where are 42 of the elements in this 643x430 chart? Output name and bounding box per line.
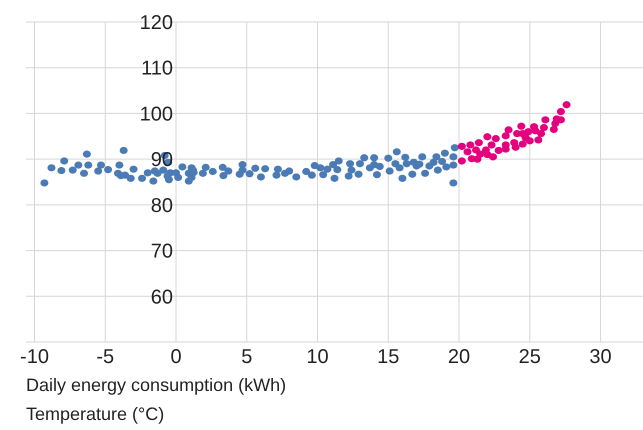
point: [518, 140, 527, 148]
point: [476, 150, 484, 158]
x-axis-title: Daily energy consumption (kWh): [26, 375, 286, 395]
point: [526, 137, 534, 144]
y-tick-label: 70: [150, 240, 174, 263]
x-tick-label: -10: [20, 346, 49, 368]
point: [458, 157, 466, 165]
y-tick-label: 110: [141, 58, 174, 80]
point: [483, 133, 492, 140]
point: [524, 128, 532, 136]
x-tick-label: 15: [377, 346, 400, 368]
x-tick-label: 30: [589, 346, 612, 368]
point: [517, 122, 526, 130]
x-tick-label: 10: [306, 346, 329, 368]
point: [504, 126, 513, 134]
point: [540, 124, 548, 132]
y-tick-label: 120: [140, 12, 174, 34]
x-tick-label: 25: [518, 346, 541, 368]
point: [512, 144, 520, 151]
y-tick-label: 60: [150, 286, 174, 308]
text: Temperature (°C): [26, 404, 164, 424]
point: [562, 101, 571, 108]
point: [488, 141, 496, 149]
point: [537, 130, 546, 138]
point: [502, 132, 510, 140]
x-tick-label: 0: [170, 346, 182, 368]
point: [492, 134, 500, 142]
point: [488, 153, 497, 160]
point: [464, 148, 472, 156]
point: [541, 116, 550, 124]
point: [458, 142, 466, 150]
point: [550, 126, 558, 134]
x-tick-label: -5: [96, 346, 114, 368]
y-tick-label: 80: [150, 194, 174, 217]
x-tick-label: 20: [448, 346, 470, 368]
x-tick-label: 5: [241, 346, 252, 368]
point: [466, 141, 474, 149]
point: [474, 139, 483, 146]
point: [556, 108, 565, 116]
y-tick-label: 100: [140, 103, 174, 126]
point: [494, 146, 503, 154]
point: [534, 136, 542, 144]
